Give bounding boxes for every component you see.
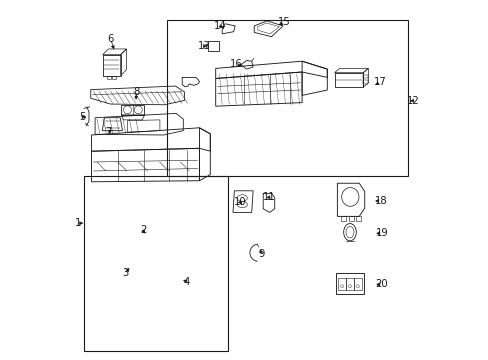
Text: 18: 18: [374, 196, 387, 206]
Text: 8: 8: [133, 87, 140, 97]
Text: 2: 2: [140, 225, 146, 235]
Text: 11: 11: [262, 192, 275, 202]
Text: 15: 15: [277, 17, 290, 27]
Bar: [84, 176, 228, 351]
Text: 7: 7: [105, 127, 111, 138]
Text: 10: 10: [233, 197, 246, 207]
Text: 13: 13: [198, 41, 210, 51]
Text: 9: 9: [258, 249, 264, 259]
Text: 3: 3: [122, 268, 128, 278]
Text: 16: 16: [230, 59, 243, 69]
Text: 17: 17: [373, 77, 386, 87]
Text: 14: 14: [213, 21, 226, 31]
Text: 5: 5: [79, 112, 85, 122]
Text: 4: 4: [183, 276, 190, 287]
Text: 19: 19: [375, 228, 387, 238]
Text: 12: 12: [406, 96, 419, 106]
Bar: [167, 20, 407, 176]
Text: 6: 6: [107, 34, 114, 44]
Text: 20: 20: [375, 279, 387, 289]
Text: 1: 1: [75, 218, 81, 228]
